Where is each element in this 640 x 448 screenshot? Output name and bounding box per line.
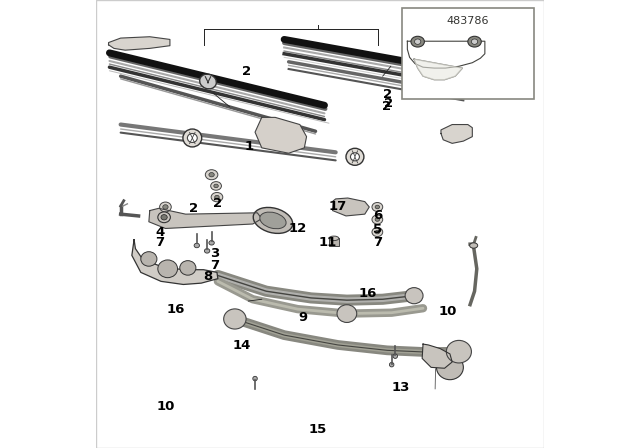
Ellipse shape [194,243,200,248]
Ellipse shape [158,212,170,223]
Ellipse shape [209,172,214,177]
Ellipse shape [351,153,360,161]
Ellipse shape [337,305,356,323]
Text: 17: 17 [328,199,346,213]
Polygon shape [329,238,339,246]
Polygon shape [441,125,472,143]
Bar [401,8,534,99]
Ellipse shape [205,170,218,180]
Text: 5: 5 [373,223,382,236]
Ellipse shape [209,241,214,245]
Text: 16: 16 [358,287,376,300]
Ellipse shape [436,355,463,379]
Text: 15: 15 [308,422,327,436]
Ellipse shape [260,212,286,229]
Text: 16: 16 [166,302,185,316]
Text: 13: 13 [392,381,410,394]
Text: 8: 8 [204,270,212,284]
Text: 14: 14 [233,339,251,353]
Ellipse shape [224,309,246,329]
Ellipse shape [446,340,472,363]
Ellipse shape [375,230,380,234]
Text: 4: 4 [155,225,164,239]
Ellipse shape [372,228,383,237]
Text: 483786: 483786 [446,16,489,26]
Text: 6: 6 [373,209,382,223]
Ellipse shape [211,181,221,190]
Polygon shape [132,240,218,284]
Text: 2: 2 [189,202,198,215]
Ellipse shape [411,36,424,47]
Text: 10: 10 [438,305,457,318]
Text: 2: 2 [383,87,392,101]
Ellipse shape [468,36,481,47]
Ellipse shape [375,218,380,221]
Ellipse shape [188,134,197,142]
Polygon shape [414,59,463,80]
Polygon shape [149,208,262,228]
Ellipse shape [253,376,257,381]
Ellipse shape [372,202,383,211]
Ellipse shape [375,205,380,209]
Text: 7: 7 [155,236,164,250]
Ellipse shape [215,195,220,199]
Ellipse shape [161,215,167,220]
Text: 10: 10 [156,400,175,414]
Polygon shape [255,117,307,153]
Ellipse shape [214,184,218,188]
Text: 7: 7 [373,236,382,250]
Polygon shape [333,198,369,216]
Ellipse shape [346,148,364,165]
Text: 2: 2 [383,96,393,110]
Text: 3: 3 [210,246,220,260]
Ellipse shape [472,39,477,44]
Ellipse shape [180,261,196,275]
Text: 2: 2 [242,65,251,78]
Ellipse shape [183,129,202,147]
Ellipse shape [253,207,292,233]
Ellipse shape [211,193,223,202]
Ellipse shape [163,205,168,209]
Text: 1: 1 [244,140,254,154]
Text: 11: 11 [319,236,337,250]
Text: 7: 7 [210,258,220,272]
Polygon shape [422,344,452,368]
Ellipse shape [159,202,172,212]
Text: 2: 2 [382,100,391,113]
Ellipse shape [204,249,210,253]
Text: 2: 2 [213,197,223,211]
Ellipse shape [200,74,216,89]
Ellipse shape [405,288,423,304]
Ellipse shape [393,354,397,358]
Polygon shape [109,37,170,50]
Ellipse shape [389,362,394,367]
Text: 12: 12 [289,222,307,235]
Ellipse shape [415,39,421,44]
Ellipse shape [372,215,383,224]
Ellipse shape [158,260,177,278]
Text: 9: 9 [298,310,308,324]
Ellipse shape [329,236,339,241]
Ellipse shape [141,252,157,266]
Ellipse shape [470,243,477,248]
